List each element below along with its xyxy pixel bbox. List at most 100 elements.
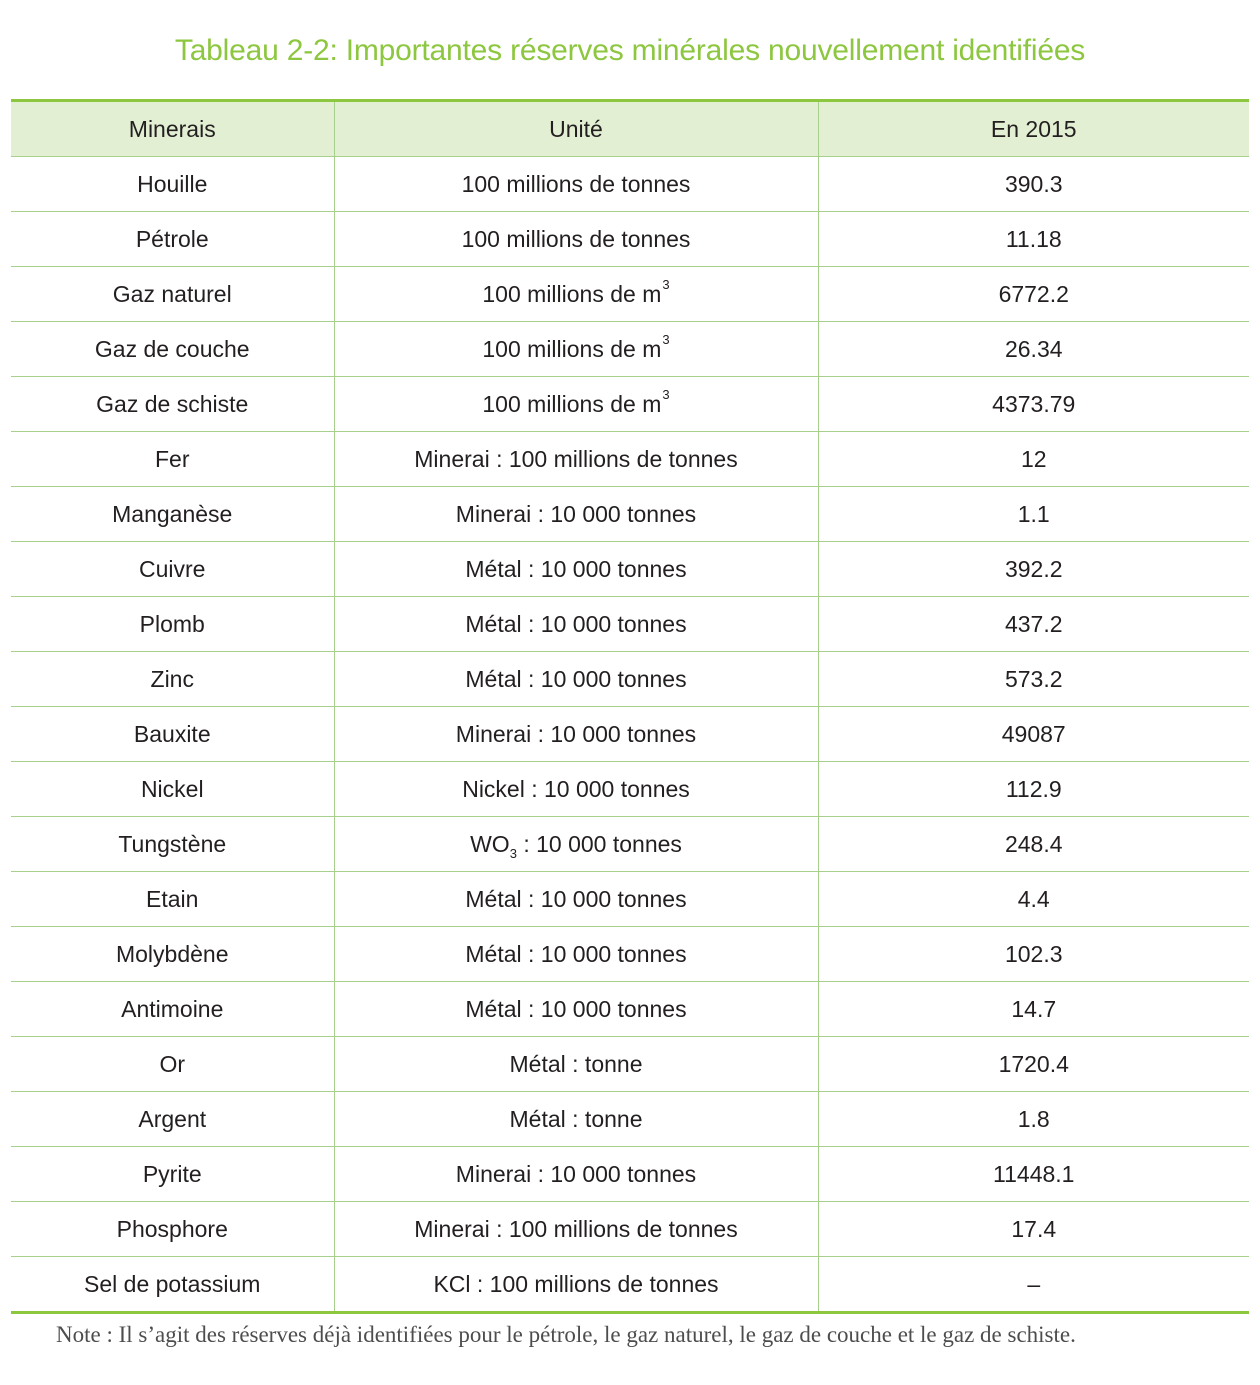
cell-mineral: Antimoine xyxy=(11,981,334,1037)
cell-unit: Métal : tonne xyxy=(333,1091,818,1147)
table-row: Gaz de couche 100 millions de m3 26.34 xyxy=(11,321,1249,377)
cell-unit: Métal : 10 000 tonnes xyxy=(333,981,818,1037)
table-row: Pétrole 100 millions de tonnes 11.18 xyxy=(11,211,1249,267)
unit-subscript: 3 xyxy=(509,845,517,861)
unit-text: Métal : tonne xyxy=(509,1105,643,1132)
cell-mineral: Cuivre xyxy=(11,541,334,597)
unit-text: Minerai : 10 000 tonnes xyxy=(455,720,697,747)
cell-unit: Nickel : 10 000 tonnes xyxy=(333,761,818,817)
table-row: Sel de potassium KCl : 100 millions de to… xyxy=(11,1256,1249,1314)
cell-unit: Minerai : 10 000 tonnes xyxy=(333,1146,818,1202)
cell-value-2015: 4.4 xyxy=(817,871,1249,927)
table-row: Houille 100 millions de tonnes 390.3 xyxy=(11,156,1249,212)
cell-value-2015: 112.9 xyxy=(817,761,1249,817)
cell-value-2015: – xyxy=(817,1256,1249,1314)
column-header-minerais: Minerais xyxy=(11,99,334,157)
cell-mineral: Tungstène xyxy=(11,816,334,872)
cell-value-2015: 573.2 xyxy=(817,651,1249,707)
table-row: Nickel Nickel : 10 000 tonnes 112.9 xyxy=(11,761,1249,817)
table-header-row: Minerais Unité En 2015 xyxy=(11,99,1249,157)
unit-superscript: 3 xyxy=(662,386,670,402)
cell-unit: Métal : 10 000 tonnes xyxy=(333,926,818,982)
cell-value-2015: 4373.79 xyxy=(817,376,1249,432)
cell-unit: Métal : 10 000 tonnes xyxy=(333,541,818,597)
unit-superscript: 3 xyxy=(662,331,670,347)
cell-mineral: Pyrite xyxy=(11,1146,334,1202)
table-row: Gaz de schiste 100 millions de m3 4373.79 xyxy=(11,376,1249,432)
table-body: Houille 100 millions de tonnes 390.3 Pétrol… xyxy=(11,156,1249,1314)
cell-mineral: Bauxite xyxy=(11,706,334,762)
cell-mineral: Phosphore xyxy=(11,1201,334,1257)
cell-unit: 100 millions de m3 xyxy=(333,376,818,432)
table-row: Bauxite Minerai : 10 000 tonnes 49087 xyxy=(11,706,1249,762)
cell-unit: Métal : 10 000 tonnes xyxy=(333,871,818,927)
cell-mineral: Houille xyxy=(11,156,334,212)
table-row: Tungstène WO3 : 10 000 tonnes 248.4 xyxy=(11,816,1249,872)
unit-text: Métal : 10 000 tonnes xyxy=(465,665,687,692)
cell-mineral: Zinc xyxy=(11,651,334,707)
cell-value-2015: 1720.4 xyxy=(817,1036,1249,1092)
unit-text: 100 millions de tonnes xyxy=(461,225,691,252)
cell-unit: Minerai : 100 millions de tonnes xyxy=(333,1201,818,1257)
table-row: Plomb Métal : 10 000 tonnes 437.2 xyxy=(11,596,1249,652)
cell-mineral: Nickel xyxy=(11,761,334,817)
cell-value-2015: 12 xyxy=(817,431,1249,487)
unit-text: Métal : 10 000 tonnes xyxy=(465,610,687,637)
cell-mineral: Gaz naturel xyxy=(11,266,334,322)
cell-value-2015: 26.34 xyxy=(817,321,1249,377)
cell-mineral: Molybdène xyxy=(11,926,334,982)
table-row: Argent Métal : tonne 1.8 xyxy=(11,1091,1249,1147)
cell-value-2015: 14.7 xyxy=(817,981,1249,1037)
table-row: Fer Minerai : 100 millions de tonnes 12 xyxy=(11,431,1249,487)
cell-unit: Minerai : 100 millions de tonnes xyxy=(333,431,818,487)
cell-unit: 100 millions de tonnes xyxy=(333,156,818,212)
table-row: Pyrite Minerai : 10 000 tonnes 11448.1 xyxy=(11,1146,1249,1202)
unit-text: Minerai : 10 000 tonnes xyxy=(455,500,697,527)
cell-unit: 100 millions de m3 xyxy=(333,266,818,322)
unit-text: Métal : tonne xyxy=(509,1050,643,1077)
cell-value-2015: 390.3 xyxy=(817,156,1249,212)
cell-value-2015: 11448.1 xyxy=(817,1146,1249,1202)
cell-mineral: Argent xyxy=(11,1091,334,1147)
cell-unit: 100 millions de m3 xyxy=(333,321,818,377)
table-row: Or Métal : tonne 1720.4 xyxy=(11,1036,1249,1092)
cell-unit: Minerai : 10 000 tonnes xyxy=(333,486,818,542)
table-row: Molybdène Métal : 10 000 tonnes 102.3 xyxy=(11,926,1249,982)
cell-value-2015: 6772.2 xyxy=(817,266,1249,322)
cell-value-2015: 17.4 xyxy=(817,1201,1249,1257)
cell-unit: Minerai : 10 000 tonnes xyxy=(333,706,818,762)
cell-mineral: Sel de potassium xyxy=(11,1256,334,1314)
cell-value-2015: 49087 xyxy=(817,706,1249,762)
unit-text: Minerai : 10 000 tonnes xyxy=(455,1160,697,1187)
unit-text: 100 millions de tonnes xyxy=(461,170,691,197)
cell-value-2015: 392.2 xyxy=(817,541,1249,597)
cell-unit: 100 millions de tonnes xyxy=(333,211,818,267)
table-row: Phosphore Minerai : 100 millions de tonne… xyxy=(11,1201,1249,1257)
cell-unit: Métal : 10 000 tonnes xyxy=(333,596,818,652)
cell-value-2015: 437.2 xyxy=(817,596,1249,652)
unit-text: Nickel : 10 000 tonnes xyxy=(462,775,690,802)
unit-text: Métal : 10 000 tonnes xyxy=(465,940,687,967)
unit-superscript: 3 xyxy=(662,276,670,292)
unit-text: Métal : 10 000 tonnes xyxy=(465,555,687,582)
minerals-table: Minerais Unité En 2015 Houille 100 millio… xyxy=(11,99,1249,1314)
table-row: Gaz naturel 100 millions de m3 6772.2 xyxy=(11,266,1249,322)
unit-text: Minerai : 100 millions de tonnes xyxy=(414,1215,738,1242)
unit-text: 100 millions de m xyxy=(482,335,662,362)
cell-mineral: Fer xyxy=(11,431,334,487)
unit-text: Minerai : 100 millions de tonnes xyxy=(414,445,738,472)
cell-mineral: Etain xyxy=(11,871,334,927)
cell-value-2015: 1.1 xyxy=(817,486,1249,542)
unit-text: KCl : 100 millions de tonnes xyxy=(433,1270,719,1297)
table-row: Zinc Métal : 10 000 tonnes 573.2 xyxy=(11,651,1249,707)
unit-text: Métal : 10 000 tonnes xyxy=(465,995,687,1022)
cell-mineral: Pétrole xyxy=(11,211,334,267)
cell-mineral: Gaz de couche xyxy=(11,321,334,377)
column-header-unite: Unité xyxy=(333,99,818,157)
cell-unit: Métal : tonne xyxy=(333,1036,818,1092)
table-row: Manganèse Minerai : 10 000 tonnes 1.1 xyxy=(11,486,1249,542)
cell-unit: WO3 : 10 000 tonnes xyxy=(333,816,818,872)
cell-value-2015: 1.8 xyxy=(817,1091,1249,1147)
cell-unit: Métal : 10 000 tonnes xyxy=(333,651,818,707)
cell-mineral: Gaz de schiste xyxy=(11,376,334,432)
